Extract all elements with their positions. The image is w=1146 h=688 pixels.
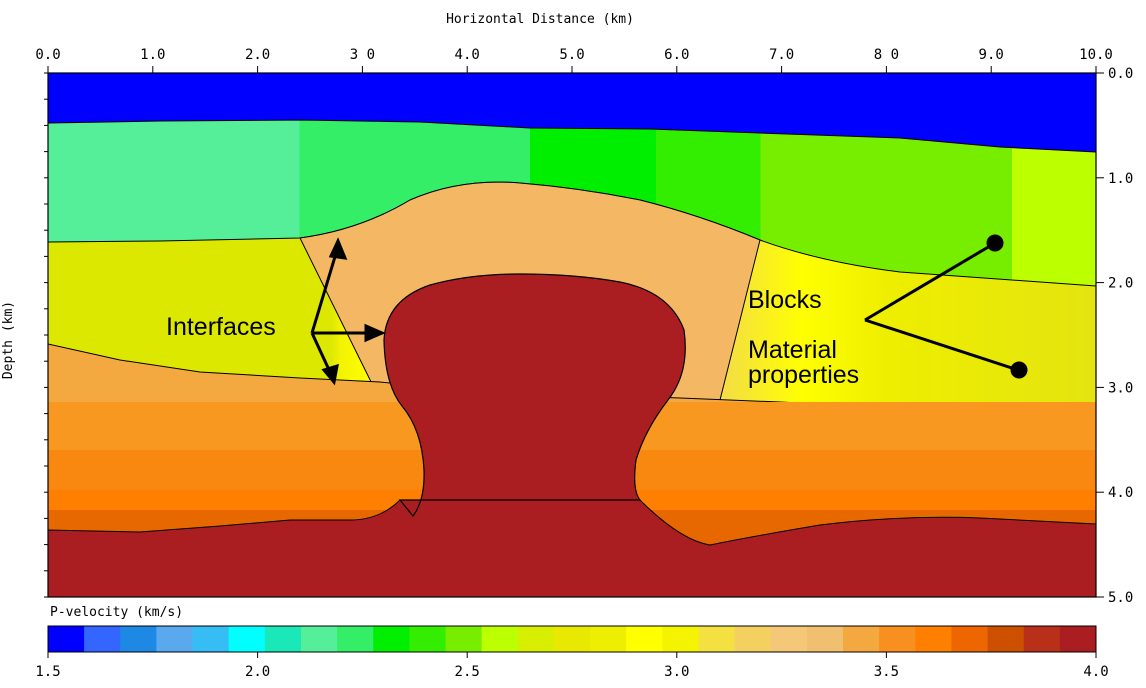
x-tick-label: 6.0 (664, 47, 689, 63)
x-tick-label: 10.0 (1079, 47, 1113, 63)
colorbar-cells (48, 626, 1097, 652)
interface-arrows (310, 237, 386, 386)
x-tick-label: 5.0 (559, 47, 584, 63)
x-axis-label: Horizontal Distance (km) (446, 12, 634, 27)
x-tick-label: 9.0 (979, 47, 1004, 63)
y-axis: 0.0 1.0 2.0 3.0 4.0 5.0 Depth (km) (1, 66, 1133, 606)
block-pointers (864, 234, 1028, 379)
colorbar-cell (84, 626, 121, 652)
colorbar-cell (987, 626, 1025, 652)
colorbar-cell (481, 626, 519, 652)
x-tick-label: 8 0 (874, 47, 899, 63)
salt-body (383, 273, 686, 517)
colorbar-label: P-velocity (km/s) (50, 605, 183, 620)
colorbar-cell (698, 626, 736, 652)
colorbar-cell (1059, 626, 1097, 652)
colorbar-cell (843, 626, 880, 652)
colorbar-frame (47, 625, 1097, 653)
colorbar: P-velocity (km/s) 1.5 2.0 2.5 3.0 3.5 4.0 (35, 605, 1108, 680)
annotation-properties: properties (748, 361, 859, 389)
colorbar-cell (120, 626, 157, 652)
colorbar-cell (373, 626, 410, 652)
annotations: Interfaces Blocks Material properties (166, 234, 1028, 389)
colorbar-cell (734, 626, 772, 652)
block-marker-2 (1010, 361, 1028, 379)
colorbar-cell (228, 626, 266, 652)
colorbar-cell (300, 626, 338, 652)
colorbar-cell (590, 626, 627, 652)
y-tick-label: 4.0 (1108, 485, 1133, 501)
colorbar-cell (662, 626, 699, 652)
y-axis-label: Depth (km) (1, 301, 16, 379)
colorbar-cell (264, 626, 302, 652)
annotation-blocks: Blocks (748, 286, 822, 314)
colorbar-cell (553, 626, 591, 652)
x-tick-label: 1.0 (140, 47, 165, 63)
colorbar-cell (951, 626, 989, 652)
colorbar-cell (1023, 626, 1061, 652)
colorbar-tick-label: 4.0 (1083, 664, 1108, 680)
colorbar-cell (48, 626, 85, 652)
colorbar-cell (517, 626, 555, 652)
x-tick-label: 2.0 (245, 47, 270, 63)
annotation-material: Material (748, 336, 837, 364)
block-marker-1 (986, 234, 1004, 252)
colorbar-cell (409, 626, 447, 652)
colorbar-tick-label: 2.0 (245, 664, 270, 680)
y-tick-label: 5.0 (1108, 590, 1133, 606)
x-tick-label: 3 0 (350, 47, 375, 63)
colorbar-cell (915, 626, 952, 652)
x-tick-label: 7.0 (769, 47, 794, 63)
colorbar-tick-label: 2.5 (455, 664, 480, 680)
y-tick-label: 0.0 (1108, 66, 1133, 82)
colorbar-cell (445, 626, 483, 652)
y-tick-label: 2.0 (1108, 276, 1133, 292)
colorbar-tick-label: 3.5 (874, 664, 899, 680)
x-axis: Horizontal Distance (km) 0.0 1.0 2.0 3 0 4.0… (35, 12, 1113, 74)
x-tick-label: 0.0 (35, 47, 60, 63)
plot-area (48, 73, 1096, 597)
y-tick-label: 3.0 (1108, 380, 1133, 396)
colorbar-ticks: 1.5 2.0 2.5 3.0 3.5 4.0 (35, 652, 1109, 680)
x-tick-group: 0.0 1.0 2.0 3 0 4.0 5.0 6.0 7.0 8 0 9.0 10.0 (35, 47, 1113, 73)
y-tick-group: 0.0 1.0 2.0 3.0 4.0 5.0 (44, 66, 1133, 606)
x-tick-label: 4.0 (455, 47, 480, 63)
colorbar-cell (806, 626, 844, 652)
colorbar-cell (156, 626, 194, 652)
y-tick-label: 1.0 (1108, 171, 1133, 187)
colorbar-cell (192, 626, 230, 652)
colorbar-cell (337, 626, 374, 652)
colorbar-cell (626, 626, 663, 652)
annotation-interfaces: Interfaces (166, 313, 276, 341)
colorbar-cell (879, 626, 916, 652)
colorbar-tick-label: 3.0 (664, 664, 689, 680)
colorbar-tick-label: 1.5 (35, 664, 60, 680)
colorbar-cell (770, 626, 808, 652)
layer-basement (48, 499, 1096, 597)
